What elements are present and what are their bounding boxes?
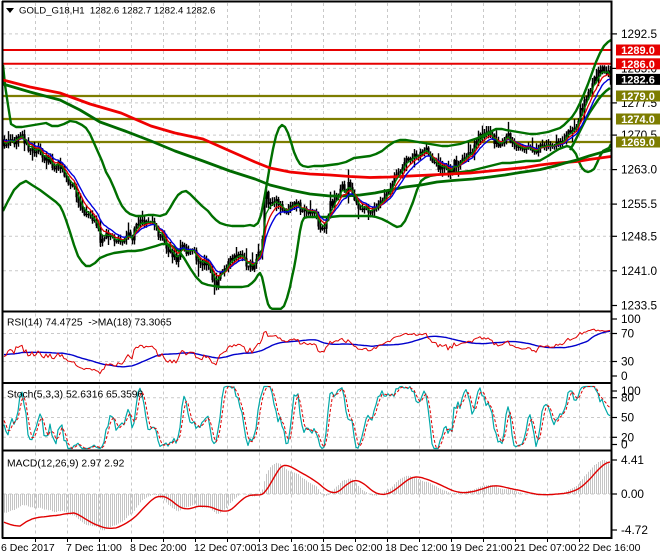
svg-text:1233.5: 1233.5	[621, 299, 658, 313]
svg-text:22 Dec 16:00: 22 Dec 16:00	[578, 542, 641, 554]
svg-text:1292.5: 1292.5	[621, 27, 658, 41]
svg-text:4.41: 4.41	[621, 453, 644, 467]
svg-text:1241.0: 1241.0	[621, 264, 658, 278]
svg-text:13 Dec 16:00: 13 Dec 16:00	[256, 542, 319, 554]
svg-text:0: 0	[621, 438, 628, 452]
svg-text:21 Dec 07:00: 21 Dec 07:00	[514, 542, 577, 554]
svg-text:MACD(12,26,9) 2.97 2.92: MACD(12,26,9) 2.97 2.92	[7, 459, 125, 470]
svg-text:15 Dec 02:00: 15 Dec 02:00	[320, 542, 383, 554]
svg-text:70: 70	[621, 327, 635, 341]
svg-text:1274.0: 1274.0	[621, 114, 655, 126]
svg-text:Stoch(5,3,3) 52.6316 65.3596: Stoch(5,3,3) 52.6316 65.3596	[7, 390, 144, 401]
svg-text:1255.5: 1255.5	[621, 197, 658, 211]
svg-text:18 Dec 12:00: 18 Dec 12:00	[385, 542, 448, 554]
svg-text:1289.0: 1289.0	[621, 45, 655, 57]
svg-text:6 Dec 2017: 6 Dec 2017	[1, 542, 55, 554]
svg-text:8 Dec 20:00: 8 Dec 20:00	[130, 542, 187, 554]
svg-text:7 Dec 11:00: 7 Dec 11:00	[66, 542, 122, 554]
svg-text:-4.72: -4.72	[621, 523, 648, 537]
svg-text:1279.0: 1279.0	[621, 91, 655, 103]
svg-text:50: 50	[621, 411, 635, 425]
svg-text:80: 80	[621, 391, 635, 405]
svg-text:RSI(14) 74.4725 ->MA(18) 73.3: RSI(14) 74.4725 ->MA(18) 73.3065	[7, 318, 172, 329]
svg-text:0.00: 0.00	[621, 487, 644, 501]
svg-text:12 Dec 07:00: 12 Dec 07:00	[194, 542, 257, 554]
svg-text:0: 0	[621, 369, 628, 383]
svg-text:1248.5: 1248.5	[621, 229, 658, 243]
svg-text:1282.6: 1282.6	[621, 74, 655, 86]
svg-text:30: 30	[621, 355, 635, 369]
svg-text:20: 20	[621, 430, 635, 444]
svg-text:19 Dec 21:00: 19 Dec 21:00	[450, 542, 513, 554]
svg-text:100: 100	[621, 384, 641, 398]
svg-text:GOLD_G18,H1 1282.6 1282.7 128: GOLD_G18,H1 1282.6 1282.7 1282.4 1282.6	[19, 6, 215, 17]
svg-text:100: 100	[621, 312, 641, 326]
svg-text:1286.0: 1286.0	[621, 59, 655, 71]
svg-text:1263.0: 1263.0	[621, 163, 658, 177]
svg-text:1269.0: 1269.0	[621, 137, 655, 149]
